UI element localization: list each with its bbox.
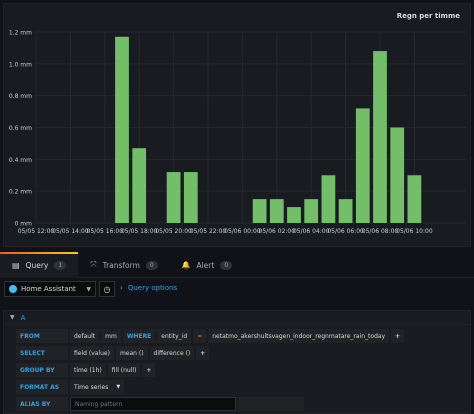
bar xyxy=(287,207,301,223)
alias-by-label: ALIAS BY xyxy=(16,397,68,411)
chevron-down-icon: ▼ xyxy=(116,384,121,390)
tab-query[interactable]: ▤ Query 1 xyxy=(0,252,79,278)
query-ref-id: A xyxy=(20,313,26,322)
bell-icon: 🔔 xyxy=(181,261,191,269)
tab-count: 0 xyxy=(220,260,233,270)
format-as-select[interactable]: Time series ▼ xyxy=(70,380,125,394)
datasource-row: Home Assistant ▼ ◷ › Query options xyxy=(0,280,474,298)
x-tick-label: 05/06 08:00 xyxy=(362,228,399,235)
alias-by-row: ALIAS BY Naming pattern xyxy=(16,397,304,411)
tab-count: 1 xyxy=(54,260,67,270)
retention-policy[interactable]: default xyxy=(70,329,100,343)
tab-label: Alert xyxy=(196,260,215,270)
datasource-name: Home Assistant xyxy=(21,285,76,293)
bar xyxy=(407,175,422,223)
select-row: SELECT field (value) mean () difference … xyxy=(16,346,211,360)
x-tick-label: 05/06 04:00 xyxy=(293,228,330,235)
graph-panel: Regn per timme 0 mm 0.2 mm 0.4 mm 0.6 mm 0.8… xyxy=(3,3,471,247)
bar xyxy=(304,199,319,223)
y-tick-label: 1.2 mm xyxy=(9,30,32,37)
measurement[interactable]: mm xyxy=(101,329,121,343)
query-options-label: Query options xyxy=(127,284,178,292)
x-tick-label: 05/05 22:00 xyxy=(190,228,227,235)
history-icon: ◷ xyxy=(103,284,111,294)
rain-bar-chart: 0 mm 0.2 mm 0.4 mm 0.6 mm 0.8 mm 1.0 mm 1.2 mm… xyxy=(9,30,466,235)
database-icon: ▤ xyxy=(12,260,20,270)
tab-label: Transform xyxy=(102,260,140,270)
transform-icon: ⤧ xyxy=(90,260,97,269)
chevron-down-icon: ▼ xyxy=(86,285,91,293)
bar xyxy=(338,199,353,223)
from-label: FROM xyxy=(16,329,68,343)
tag-value[interactable]: netatmo_akershultsvagen_indoor_regnmatar… xyxy=(208,329,390,343)
home-assistant-icon xyxy=(9,285,17,293)
format-as-row: FORMAT AS Time series ▼ xyxy=(16,380,126,394)
add-select-button[interactable]: + xyxy=(196,346,210,360)
query-options-toggle[interactable]: › Query options xyxy=(120,284,177,292)
group-by-label: GROUP BY xyxy=(16,363,68,377)
group-by-row: GROUP BY time (1h) fill (null) + xyxy=(16,363,157,377)
bar xyxy=(252,199,267,223)
datasource-picker[interactable]: Home Assistant ▼ xyxy=(4,281,96,297)
chevron-right-icon: › xyxy=(120,284,123,292)
add-group-by-button[interactable]: + xyxy=(142,363,156,377)
bar xyxy=(183,172,198,223)
format-as-label: FORMAT AS xyxy=(16,380,68,394)
bar xyxy=(390,127,405,223)
bar xyxy=(166,172,181,223)
tab-transform[interactable]: ⤧ Transform 0 xyxy=(78,252,170,278)
group-by-fill[interactable]: fill (null) xyxy=(107,363,141,377)
panel-title[interactable]: Regn per timme xyxy=(396,12,460,20)
x-tick-label: 05/05 16:00 xyxy=(87,228,124,235)
bar xyxy=(355,108,370,223)
add-tag-button[interactable]: + xyxy=(391,329,405,343)
y-tick-label: 0.2 mm xyxy=(9,189,32,196)
tab-count: 0 xyxy=(145,260,158,270)
alias-filler xyxy=(238,397,304,411)
bar xyxy=(132,148,147,223)
tag-operator[interactable]: = xyxy=(193,329,207,343)
group-by-time[interactable]: time (1h) xyxy=(70,363,106,377)
y-tick-label: 0.6 mm xyxy=(9,125,32,132)
x-tick-label: 05/06 02:00 xyxy=(259,228,296,235)
from-row: FROM default mm WHERE entity_id = netatm… xyxy=(16,329,406,343)
query-editor: ▼ A FROM default mm WHERE entity_id = ne… xyxy=(3,310,471,414)
x-tick-label: 05/05 14:00 xyxy=(52,228,89,235)
bar xyxy=(321,175,336,223)
query-header[interactable]: ▼ A xyxy=(4,311,470,325)
x-tick-label: 05/06 06:00 xyxy=(327,228,364,235)
x-tick-label: 05/05 12:00 xyxy=(18,228,55,235)
bar xyxy=(269,199,284,223)
where-keyword: WHERE xyxy=(122,329,156,343)
x-tick-label: 05/05 18:00 xyxy=(121,228,158,235)
x-tick-label: 05/05 20:00 xyxy=(155,228,192,235)
tab-label: Query xyxy=(25,260,49,270)
tab-alert[interactable]: 🔔 Alert 0 xyxy=(170,252,244,278)
x-tick-label: 05/06 00:00 xyxy=(224,228,261,235)
query-history-button[interactable]: ◷ xyxy=(99,281,115,297)
y-tick-label: 1.0 mm xyxy=(9,61,32,68)
format-as-value: Time series xyxy=(74,383,109,391)
tag-key[interactable]: entity_id xyxy=(157,329,192,343)
bar xyxy=(115,36,129,224)
y-tick-label: 0 mm xyxy=(15,221,33,228)
chevron-down-icon: ▼ xyxy=(10,314,15,321)
y-tick-label: 0.4 mm xyxy=(9,157,32,164)
select-aggregation[interactable]: mean () xyxy=(115,346,148,360)
select-transform[interactable]: difference () xyxy=(149,346,195,360)
select-field[interactable]: field (value) xyxy=(70,346,114,360)
alias-by-input[interactable]: Naming pattern xyxy=(70,397,236,411)
y-tick-label: 0.8 mm xyxy=(9,93,32,100)
x-tick-label: 05/06 10:00 xyxy=(396,228,433,235)
select-label: SELECT xyxy=(16,346,68,360)
editor-tabs: ▤ Query 1 ⤧ Transform 0 🔔 Alert 0 xyxy=(0,252,474,278)
bar xyxy=(373,51,387,223)
